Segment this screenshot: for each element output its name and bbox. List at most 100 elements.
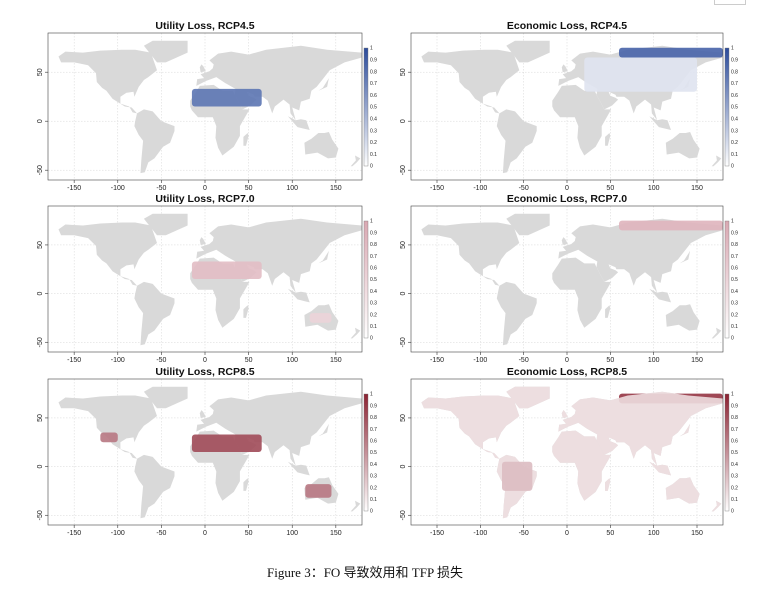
land-africa — [552, 84, 612, 156]
y-tick-label: -50 — [37, 165, 44, 175]
colorbar-tick-label: 0.8 — [370, 69, 377, 75]
colorbar-tick-label: 0.4 — [370, 462, 377, 468]
x-tick-label: 100 — [648, 530, 660, 537]
x-tick-label: -50 — [519, 530, 529, 537]
land-north-america — [421, 222, 520, 286]
land-greenland — [143, 213, 188, 236]
y-tick-label: 0 — [400, 119, 407, 123]
loss-region-global — [605, 478, 611, 491]
y-tick-label: 50 — [37, 68, 44, 76]
x-tick-label: 150 — [330, 357, 342, 364]
x-tick-label: -150 — [430, 357, 444, 364]
colorbar-tick-label: 0 — [731, 336, 734, 342]
x-tick-label: 50 — [245, 530, 253, 537]
x-tick-label: 50 — [245, 357, 253, 364]
panel-4: Economic Loss, RCP7.0-150 -100 -50 0 50 100 15… — [400, 193, 738, 364]
panel-6: Economic Loss, RCP8.5-150 -100 -50 0 50 100 15… — [400, 366, 738, 537]
x-tick-label: -50 — [156, 530, 166, 537]
y-tick-label: -50 — [400, 337, 407, 347]
loss-region — [191, 88, 262, 107]
land-eurasia — [558, 218, 723, 293]
x-tick-label: 0 — [203, 185, 207, 192]
panel-title: Utility Loss, RCP7.0 — [155, 193, 254, 205]
x-tick-label: 100 — [648, 185, 660, 192]
x-tick-label: 50 — [606, 357, 614, 364]
loss-region-global — [561, 410, 568, 418]
colorbar-tick-label: 0.9 — [731, 403, 738, 409]
land-japan — [318, 78, 329, 91]
land-uk — [561, 64, 568, 73]
land-japan — [679, 250, 691, 264]
x-tick-label: 150 — [691, 530, 703, 537]
colorbar-tick-label: 0.6 — [731, 93, 738, 99]
x-tick-label: 100 — [648, 357, 660, 364]
loss-region-global — [421, 395, 520, 459]
loss-regions — [191, 88, 262, 107]
land-south-america — [134, 454, 175, 519]
colorbar-tick-label: 1 — [370, 219, 373, 225]
colorbar-tick-label: 0.1 — [370, 324, 377, 330]
colorbar-tick-label: 0.3 — [731, 474, 738, 480]
colorbar-tick-label: 1 — [370, 46, 373, 52]
x-tick-label: -50 — [156, 357, 166, 364]
loss-regions — [421, 386, 723, 519]
colorbar-tick-label: 0.4 — [731, 117, 738, 123]
y-tick-label: -50 — [37, 510, 44, 520]
colorbar-tick-label: 0.2 — [731, 485, 738, 491]
colorbar-tick-label: 0.1 — [370, 152, 377, 158]
land-madagascar — [243, 478, 249, 491]
colorbar-tick-label: 0.2 — [370, 312, 377, 318]
x-tick-label: -150 — [430, 185, 444, 192]
land-indonesia — [649, 288, 671, 303]
land-eurasia — [196, 45, 362, 121]
colorbar-tick-label: 0.6 — [731, 439, 738, 445]
colorbar-tick-label: 0.8 — [731, 242, 738, 248]
colorbar-tick-label: 0.5 — [370, 105, 377, 111]
x-tick-label: 0 — [203, 530, 207, 537]
colorbar-tick-label: 0.3 — [370, 474, 377, 480]
colorbar-tick-label: 0.4 — [731, 289, 738, 295]
y-tick-label: -50 — [400, 165, 407, 175]
colorbar-tick-label: 0.6 — [370, 266, 377, 272]
figure-caption: Figure 3：FO 导致效用和 TFP 损失 — [267, 565, 463, 580]
colorbar-tick-label: 0.5 — [370, 277, 377, 283]
colorbar-tick-label: 0.3 — [370, 128, 377, 134]
land-north-america — [58, 49, 157, 114]
loss-region — [619, 47, 723, 58]
x-tick-label: -100 — [111, 530, 125, 537]
colorbar-tick-label: 1 — [731, 392, 734, 398]
x-tick-label: 50 — [606, 530, 614, 537]
colorbar-tick-label: 0.9 — [370, 58, 377, 64]
y-tick-label: -50 — [37, 337, 44, 347]
colorbar-tick-label: 0.6 — [370, 439, 377, 445]
colorbar-tick-label: 0.1 — [370, 497, 377, 503]
land-eurasia — [196, 391, 362, 466]
loss-region-global — [558, 391, 723, 466]
colorbar-tick-label: 0.8 — [731, 69, 738, 75]
y-tick-label: -50 — [400, 510, 407, 520]
land-madagascar — [605, 133, 611, 146]
colorbar-tick-label: 0.8 — [370, 415, 377, 421]
land-indonesia — [287, 288, 310, 303]
land-australia — [304, 132, 339, 159]
colorbar-tick-label: 0 — [370, 164, 373, 170]
x-tick-label: 150 — [330, 185, 342, 192]
loss-region-global — [649, 461, 671, 476]
colorbar-tick-label: 0.9 — [370, 230, 377, 236]
x-tick-label: 0 — [565, 185, 569, 192]
loss-regions — [619, 220, 723, 231]
loss-region-global — [665, 477, 700, 504]
land-greenland — [506, 213, 550, 236]
land-north-america — [58, 395, 157, 459]
x-tick-label: 50 — [245, 185, 253, 192]
loss-region — [191, 434, 262, 452]
loss-region — [305, 484, 332, 498]
colorbar-tick-label: 0.4 — [370, 289, 377, 295]
land-south-america — [134, 109, 175, 174]
land-australia — [665, 132, 700, 159]
panel-2: Economic Loss, RCP4.5-150 -100 -50 0 50 100 15… — [400, 20, 738, 192]
colorbar-tick-label: 0.9 — [731, 58, 738, 64]
land-uk — [199, 410, 206, 418]
land-greenland — [143, 40, 188, 63]
land-new-zealand — [711, 155, 722, 167]
